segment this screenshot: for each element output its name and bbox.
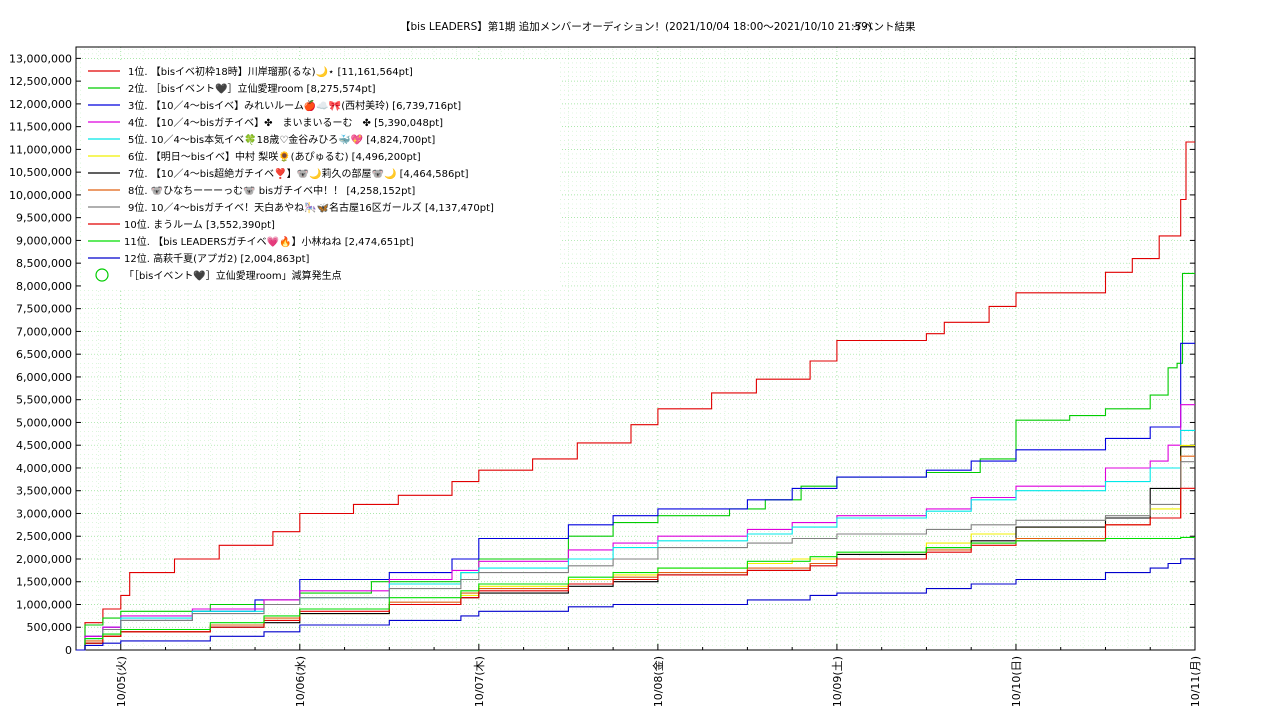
y-tick-label: 5,500,000 <box>16 394 72 407</box>
y-tick-label: 10,500,000 <box>9 166 72 179</box>
y-tick-label: 9,500,000 <box>16 212 72 225</box>
y-tick-label: 11,000,000 <box>9 143 72 156</box>
y-tick-label: 1,000,000 <box>16 598 72 611</box>
series-line-8 <box>76 455 1195 651</box>
y-tick-label: 3,500,000 <box>16 485 72 498</box>
legend-label-3: 3位. 【10／4〜bisイベ】みれいルーム🍎☁️🎀(西村美玲) [6,739,… <box>128 99 461 112</box>
legend-label-8: 8位. 🐨ひなちーーーっむ🐨 bisガチイベ中！！ [4,258,152pt] <box>128 184 415 197</box>
legend-label-12: 12位. 高萩千夏(アプガ2) [2,004,863pt] <box>124 252 309 265</box>
series-line-9 <box>76 461 1195 651</box>
legend-label-2: 2位. ［bisイベント🖤］立仙愛理room [8,275,574pt] <box>128 82 376 95</box>
plot-frame <box>75 46 1196 651</box>
y-tick-label: 8,500,000 <box>16 257 72 270</box>
y-tick-label: 3,000,000 <box>16 507 72 520</box>
legend-marker-label: 「［bisイベント🖤］立仙愛理room」減算発生点 <box>124 269 342 282</box>
y-tick-label: 9,000,000 <box>16 234 72 247</box>
y-tick-label: 10,000,000 <box>9 189 72 202</box>
legend-label-6: 6位. 【明日〜bisイベ】中村 梨咲🌻(あぴゅるむ) [4,496,200pt… <box>128 150 421 163</box>
axes: 0 500,000 1,000,000 1,500,000 2,000,000 2,500… <box>9 46 1202 707</box>
y-tick-label: 13,000,000 <box>9 52 72 65</box>
series-line-2 <box>76 272 1195 651</box>
y-tick-label: 2,500,000 <box>16 530 72 543</box>
y-tick-label: 7,500,000 <box>16 303 72 316</box>
y-tick-label: 8,000,000 <box>16 280 72 293</box>
y-tick-label: 0 <box>65 644 72 657</box>
x-tick-label: 10/07(木) <box>473 656 486 707</box>
y-tick-label: 7,000,000 <box>16 325 72 338</box>
legend-label-9: 9位. 10／4〜bisガチイベ！天白あやね🎠🦋名古屋16区ガールズ [4,13… <box>128 201 494 214</box>
y-tick-label: 2,000,000 <box>16 553 72 566</box>
x-tick-label: 10/05(火) <box>115 656 128 707</box>
x-tick-label: 10/10(日) <box>1010 656 1023 707</box>
y-tick-label: 4,500,000 <box>16 439 72 452</box>
legend-label-1: 1位. 【bisイベ初枠18時】川岸瑠那(るな)🌙⋆ [11,161,564pt… <box>128 65 413 78</box>
x-tick-label: 10/06(水) <box>294 656 307 707</box>
y-tick-label: 12,000,000 <box>9 98 72 111</box>
y-tick-label: 5,000,000 <box>16 416 72 429</box>
chart-title: 【bis LEADERS】第1期 追加メンバーオーディション！(2021/10/… <box>400 20 872 33</box>
legend: 1位. 【bisイベ初枠18時】川岸瑠那(るな)🌙⋆ [11,161,564pt… <box>82 60 560 288</box>
legend-label-10: 10位. まうルーム [3,552,390pt] <box>124 218 275 231</box>
legend-marker-circle <box>95 268 109 282</box>
legend-label-4: 4位. 【10／4〜bisガチイベ】✤ まいまいるーむ ✤ [5,390,048… <box>128 116 443 129</box>
y-tick-label: 500,000 <box>27 621 73 634</box>
y-tick-label: 4,000,000 <box>16 462 72 475</box>
legend-label-11: 11位. 【bis LEADERSガチイベ💗🔥】小林ねね [2,474,651p… <box>124 235 414 248</box>
series-line-10 <box>76 487 1195 651</box>
legend-label-7: 7位. 【10／4〜bis超絶ガチイベ❣️】🐨🌙莉久の部屋🐨🌙 [4,464,5… <box>128 167 469 180</box>
x-tick-label: 10/09(土) <box>831 656 844 707</box>
legend-label-5: 5位. 10／4〜bis本気イベ🍀18歳♡金谷みひろ🐳💖 [4,824,700p… <box>128 133 435 146</box>
x-tick-label: 10/11(月) <box>1189 656 1202 707</box>
series-line-12 <box>76 558 1195 651</box>
y-tick-label: 6,500,000 <box>16 348 72 361</box>
y-tick-label: 12,500,000 <box>9 75 72 88</box>
y-tick-label: 11,500,000 <box>9 121 72 134</box>
x-tick-label: 10/08(金) <box>651 656 665 707</box>
series-line-11 <box>76 536 1195 651</box>
series-lines <box>76 141 1195 651</box>
series-line-1 <box>76 141 1195 651</box>
chart-subtitle: イベント結果 <box>853 20 916 33</box>
y-tick-label: 6,000,000 <box>16 371 72 384</box>
y-tick-label: 1,500,000 <box>16 576 72 589</box>
legend-background <box>82 60 560 288</box>
